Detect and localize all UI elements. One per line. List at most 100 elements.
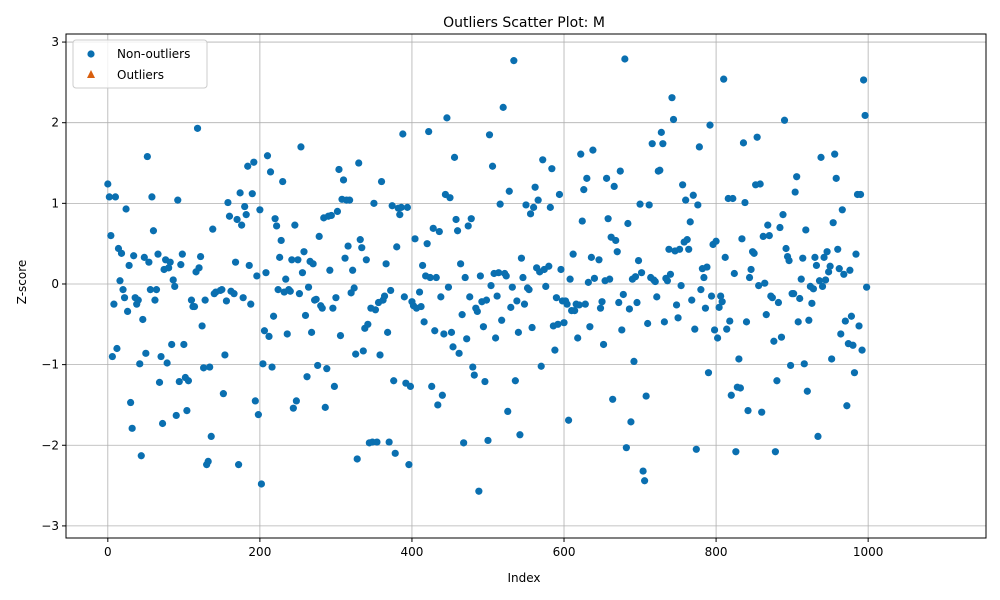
data-point — [577, 150, 585, 158]
data-point — [516, 431, 524, 439]
data-point — [314, 361, 322, 370]
data-point — [292, 397, 300, 405]
data-point — [362, 256, 370, 264]
data-point — [818, 282, 827, 291]
data-point — [773, 377, 781, 385]
data-point — [236, 189, 244, 197]
data-point — [615, 298, 623, 307]
data-point — [599, 340, 608, 349]
data-point — [359, 347, 367, 355]
data-point — [449, 343, 457, 351]
data-point — [393, 243, 401, 251]
data-point — [321, 403, 329, 411]
data-point — [744, 406, 752, 415]
data-point — [344, 242, 352, 250]
data-point — [800, 360, 808, 368]
data-point — [846, 266, 854, 274]
data-point — [584, 278, 592, 286]
data-point — [704, 369, 713, 377]
data-point — [488, 162, 497, 170]
data-point — [288, 256, 296, 264]
data-point — [701, 304, 710, 312]
data-point — [641, 477, 649, 485]
data-point — [742, 318, 751, 326]
x-tick-label: 600 — [553, 545, 576, 559]
data-point — [838, 206, 846, 214]
data-point — [802, 226, 810, 234]
y-tick-label: 2 — [51, 116, 59, 130]
data-point — [332, 294, 340, 302]
data-point — [631, 273, 640, 281]
data-point — [821, 276, 830, 284]
data-point — [545, 262, 553, 270]
chart-title: Outliers Scatter Plot: M — [443, 15, 605, 31]
data-point — [479, 323, 488, 331]
data-point — [418, 261, 427, 270]
data-point — [831, 150, 839, 158]
data-point — [397, 203, 405, 211]
data-point — [453, 227, 462, 235]
data-point — [206, 363, 214, 371]
data-point — [358, 244, 366, 252]
data-point — [440, 330, 448, 338]
data-point — [230, 290, 238, 298]
data-point — [145, 258, 153, 266]
data-point — [171, 282, 179, 291]
data-point — [606, 275, 614, 283]
data-point — [574, 334, 582, 342]
data-point — [231, 258, 240, 266]
points-layer — [104, 55, 871, 495]
x-tick-label: 800 — [705, 545, 728, 559]
data-point — [355, 159, 363, 167]
data-point — [814, 432, 822, 440]
data-point — [513, 297, 521, 305]
data-point — [262, 269, 270, 277]
data-point — [105, 193, 113, 201]
data-point — [198, 322, 206, 330]
data-point — [326, 266, 334, 274]
data-point — [805, 316, 813, 324]
data-point — [707, 292, 716, 300]
legend-outliers-label: Outliers — [117, 68, 164, 82]
data-point — [482, 296, 491, 304]
data-point — [718, 298, 726, 306]
data-point — [234, 461, 243, 469]
data-point — [587, 253, 595, 261]
data-point — [706, 121, 714, 129]
data-point — [782, 244, 790, 253]
data-point — [119, 286, 127, 294]
data-point — [446, 194, 454, 202]
data-point — [812, 261, 821, 270]
data-point — [495, 269, 503, 277]
data-point — [768, 294, 776, 302]
data-point — [481, 377, 489, 386]
data-point — [691, 325, 699, 333]
data-point — [298, 269, 307, 277]
data-point — [666, 270, 675, 278]
data-point — [475, 487, 483, 495]
data-point — [710, 326, 719, 334]
data-point — [218, 286, 226, 294]
data-point — [720, 75, 728, 83]
data-point — [823, 248, 831, 256]
data-point — [463, 335, 471, 343]
data-point — [405, 461, 413, 469]
data-point — [526, 210, 535, 218]
data-point — [187, 296, 196, 304]
data-point — [832, 174, 840, 182]
data-point — [184, 377, 193, 385]
data-point — [122, 205, 130, 213]
data-point — [444, 283, 453, 291]
data-point — [637, 269, 646, 277]
data-point — [700, 273, 708, 282]
data-point — [745, 273, 754, 282]
legend-outliers-marker — [87, 70, 95, 78]
data-point — [329, 304, 337, 312]
data-point — [429, 224, 437, 232]
data-point — [485, 131, 494, 139]
data-point — [364, 320, 372, 328]
data-point — [522, 201, 530, 209]
y-tick-label: −3 — [41, 519, 59, 533]
data-point — [758, 408, 766, 416]
data-point — [406, 382, 415, 390]
